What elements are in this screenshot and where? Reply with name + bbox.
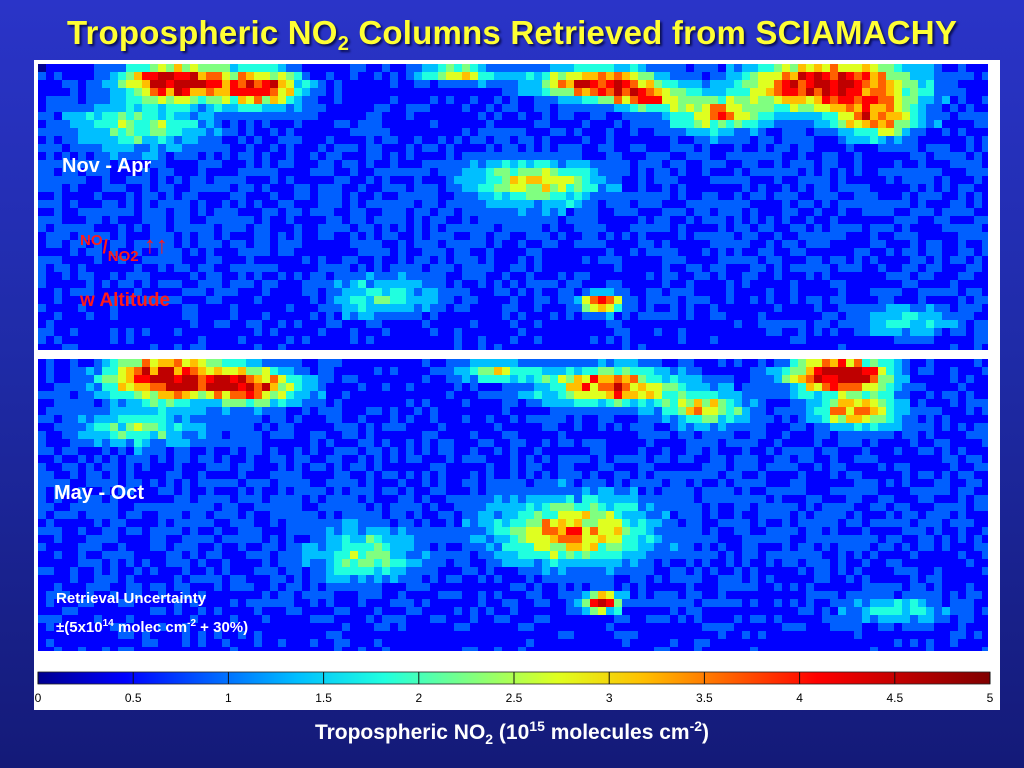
uncertainty-line-2: ±(5x1014 molec cm-2 + 30%) [56,618,249,636]
map-panel-may-oct [38,359,988,651]
colorbar-tick-label: 5 [987,691,994,705]
altitude-annotation: w Altitude [80,290,171,311]
map-heat-field [38,64,988,350]
colorbar-tick-label: 1 [225,691,232,705]
colorbar-tick-label: 3 [606,691,613,705]
colorbar-tick-label: 4 [796,691,803,705]
colorbar-tick-label: 3.5 [696,691,713,705]
colorbar-tick-label: 4.5 [886,691,903,705]
panel-label-nov-apr: Nov - Apr [62,155,152,177]
colorbar-tick-label: 2 [415,691,422,705]
colorbar-tick-label: 1.5 [315,691,332,705]
colorbar-tick-label: 0.5 [125,691,142,705]
colorbar: 0 0.5 1 1.5 2 2.5 3 3.5 4 4.5 5 [35,671,994,705]
map-panel-nov-apr [38,64,988,350]
no-ratio-annotation: NO/NO2 ↑↑ [80,232,168,265]
chart-title: Tropospheric NO2 Columns Retrieved from … [66,14,958,55]
panel-label-may-oct: May - Oct [54,482,145,504]
map-heat-field [38,359,988,651]
uncertainty-line-1: Retrieval Uncertainty [56,590,207,607]
colorbar-tick-label: 2.5 [506,691,523,705]
colorbar-axis-label: Tropospheric NO2 (1015 molecules cm-2) [314,718,710,747]
colorbar-tick-label: 0 [35,691,42,705]
